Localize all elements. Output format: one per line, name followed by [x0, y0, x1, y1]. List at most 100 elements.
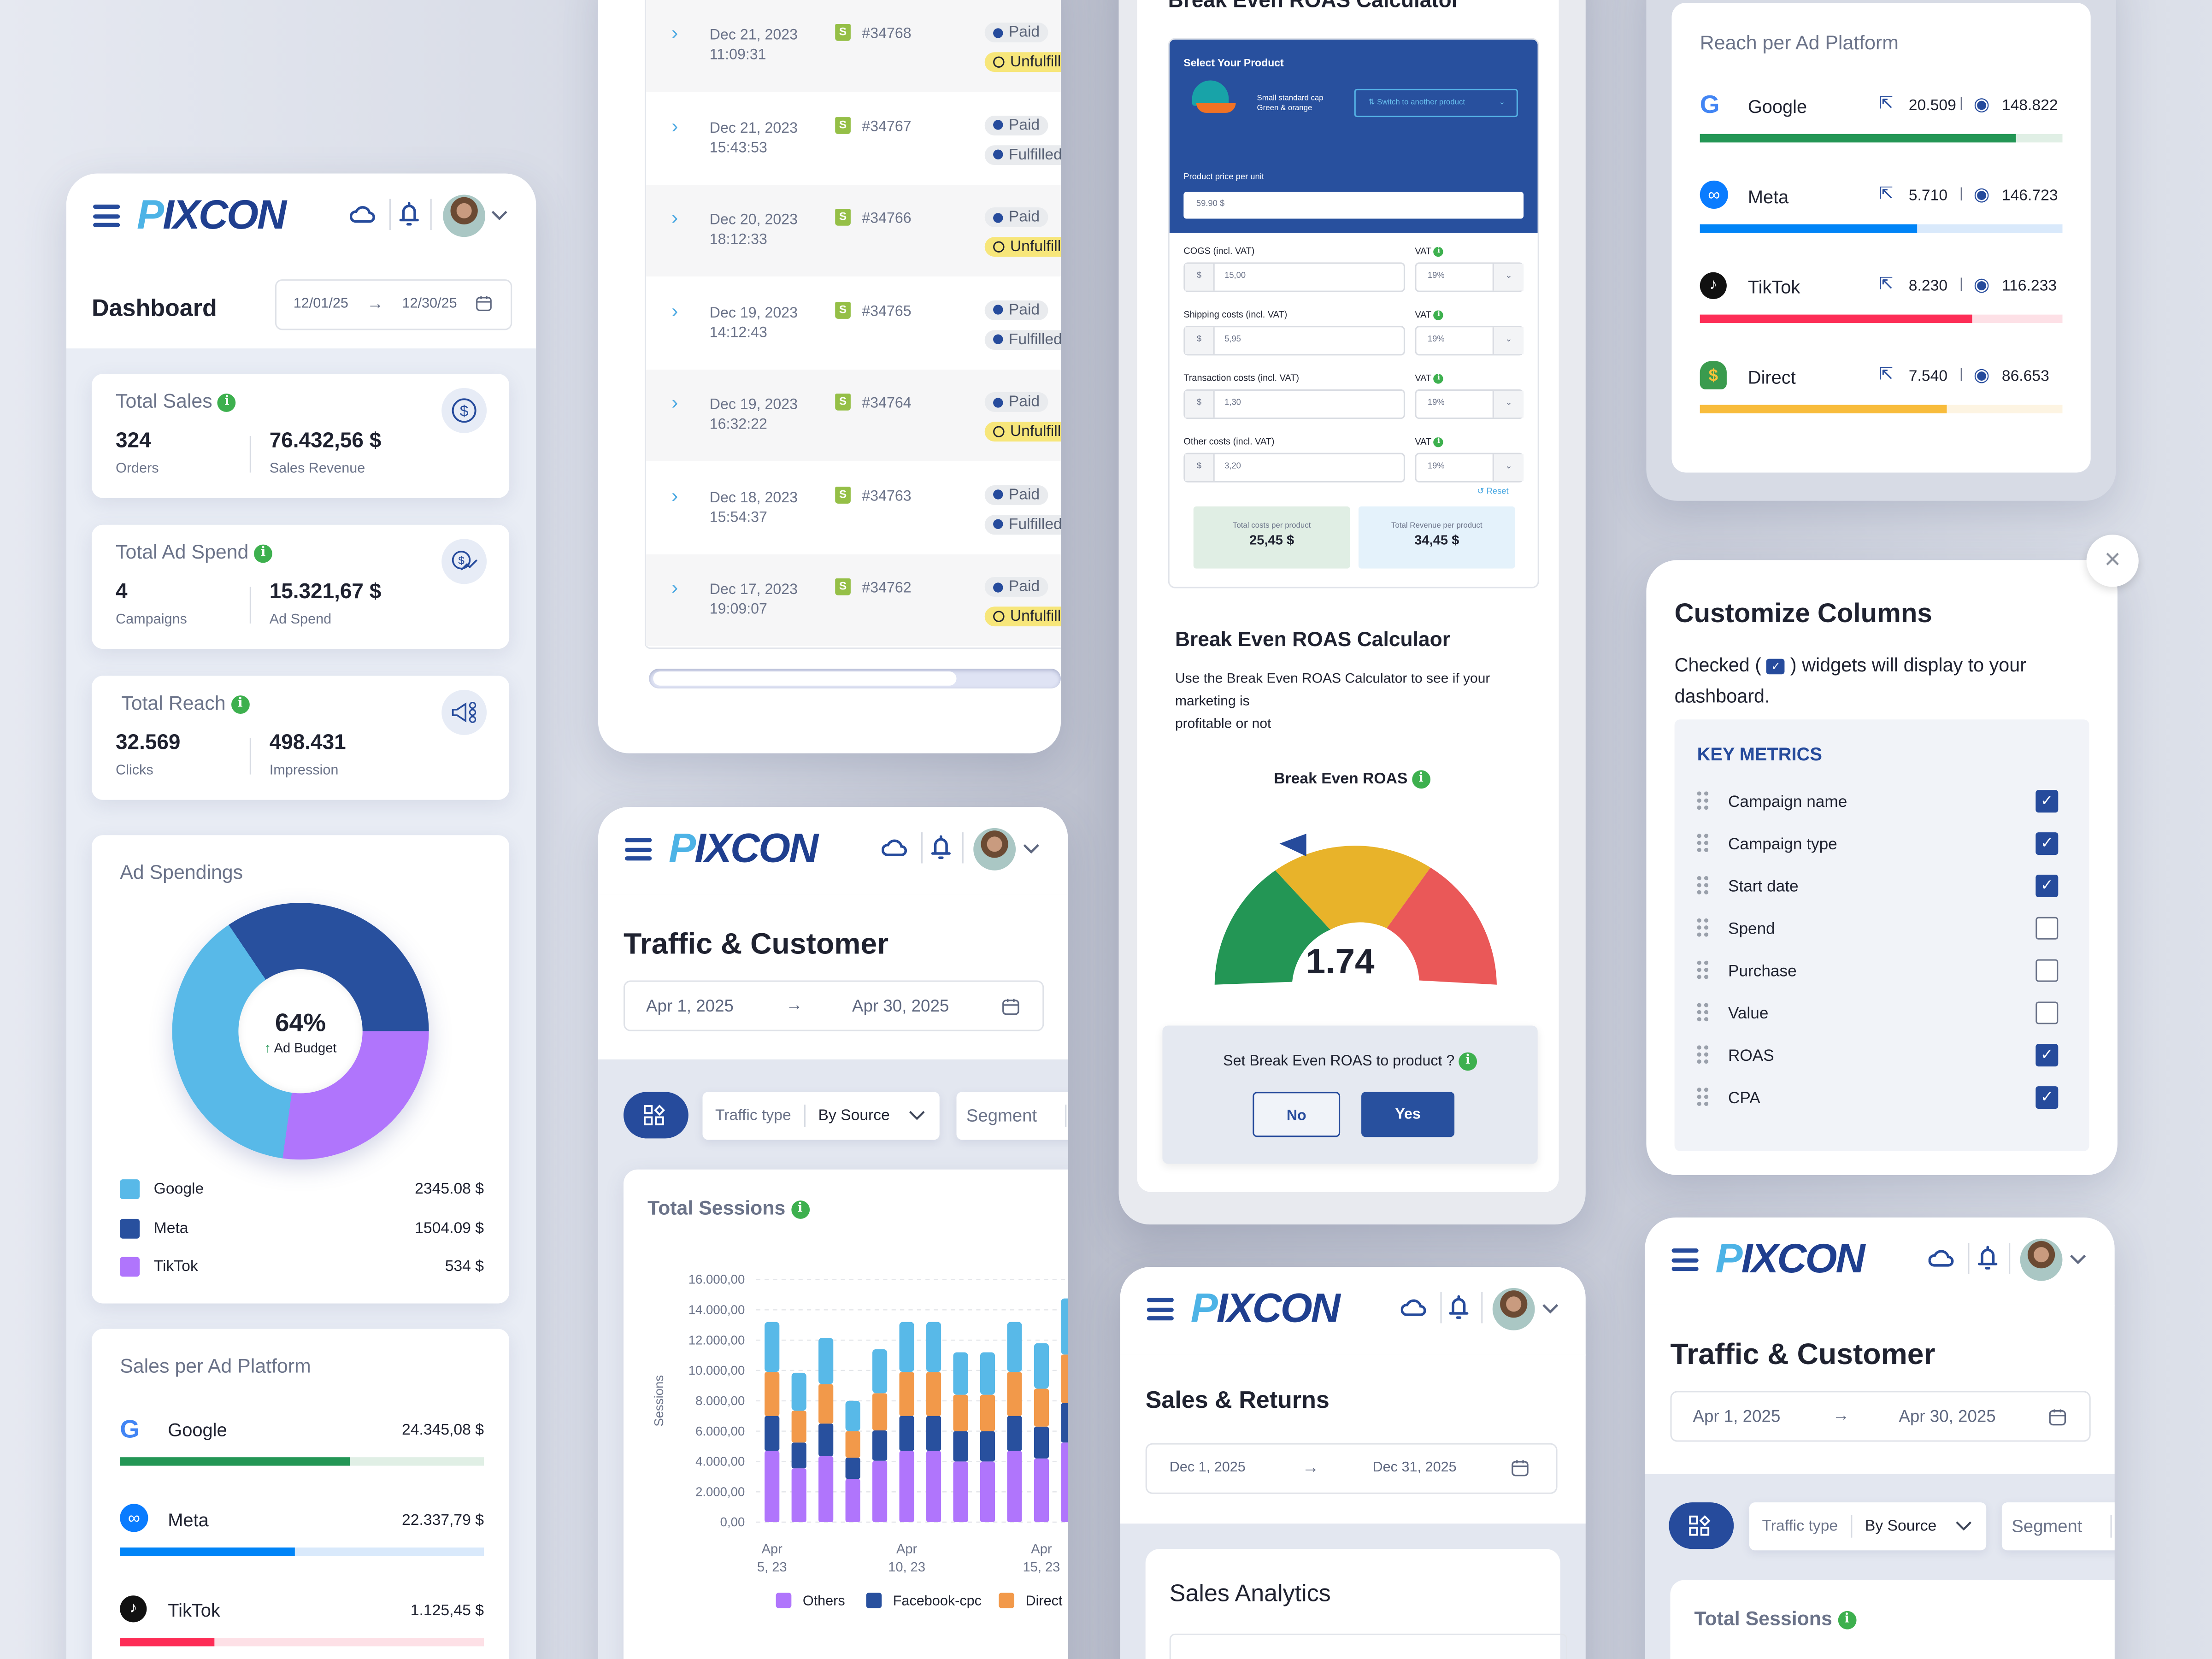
- hamburger-menu-icon[interactable]: [1147, 1298, 1174, 1321]
- calendar-icon[interactable]: [1001, 997, 1020, 1016]
- date-range-picker[interactable]: Dec 1, 2025 → Dec 31, 2025: [1145, 1443, 1558, 1494]
- avatar[interactable]: [2020, 1238, 2063, 1281]
- chevron-right-icon[interactable]: ›: [671, 21, 678, 44]
- info-icon[interactable]: i: [1434, 437, 1444, 447]
- avatar[interactable]: [1492, 1288, 1535, 1330]
- drag-handle-icon[interactable]: [1697, 834, 1709, 853]
- cloud-icon[interactable]: [882, 838, 907, 858]
- hamburger-menu-icon[interactable]: [93, 204, 120, 227]
- drag-handle-icon[interactable]: [1697, 876, 1709, 896]
- order-row[interactable]: › Dec 19, 2023 16:32:22 S #34764 Paid Unf…: [646, 370, 1061, 462]
- view-toggle-button[interactable]: [1669, 1502, 1734, 1549]
- calendar-icon[interactable]: [476, 295, 493, 312]
- drag-handle-icon[interactable]: [1697, 791, 1709, 811]
- no-button[interactable]: No: [1253, 1092, 1341, 1137]
- date-range-picker[interactable]: Apr 1, 2025 → Apr 30, 2025: [624, 980, 1044, 1031]
- info-icon[interactable]: i: [231, 695, 250, 714]
- info-icon[interactable]: i: [1434, 247, 1444, 257]
- chevron-down-icon[interactable]: [1023, 844, 1040, 855]
- chevron-down-icon: [909, 1111, 925, 1120]
- metric-checkbox[interactable]: ✓: [2036, 1086, 2059, 1109]
- order-row[interactable]: › Dec 21, 2023 11:09:31 S #34768 Paid Unf…: [646, 0, 1061, 92]
- order-row[interactable]: › Dec 20, 2023 18:12:33 S #34766 Paid Unf…: [646, 185, 1061, 276]
- info-icon[interactable]: i: [218, 393, 236, 412]
- info-icon[interactable]: i: [1412, 770, 1430, 789]
- cloud-icon[interactable]: [1400, 1298, 1426, 1318]
- hamburger-menu-icon[interactable]: [1671, 1248, 1699, 1271]
- yes-button[interactable]: Yes: [1361, 1092, 1455, 1137]
- horizontal-scrollbar[interactable]: [649, 669, 1061, 688]
- avatar[interactable]: [973, 828, 1016, 871]
- drag-handle-icon[interactable]: [1697, 1088, 1709, 1107]
- chevron-right-icon[interactable]: ›: [671, 483, 678, 506]
- info-icon[interactable]: i: [1837, 1611, 1856, 1630]
- metric-checkbox[interactable]: ✓: [2036, 832, 2059, 855]
- price-input[interactable]: 59.90 $: [1183, 192, 1524, 219]
- segment-filter[interactable]: Segment: [956, 1092, 1068, 1140]
- vat-select[interactable]: 19% ⌄: [1415, 453, 1524, 482]
- vat-select[interactable]: 19% ⌄: [1415, 389, 1524, 419]
- metric-checkbox[interactable]: ✓: [2036, 790, 2059, 813]
- metric-checkbox[interactable]: ✓: [2036, 1044, 2059, 1067]
- switch-product-dropdown[interactable]: ⇅ Switch to another product ⌄: [1354, 88, 1518, 118]
- sessions-stacked-bar-chart[interactable]: 0,00 2.000,00 4.000,00 6.000,00 8.000,00 10.0…: [624, 1226, 1068, 1621]
- bell-icon[interactable]: [931, 835, 951, 860]
- vat-select[interactable]: 19% ⌄: [1415, 326, 1524, 356]
- view-toggle-button[interactable]: [624, 1092, 688, 1139]
- ad-spendings-donut[interactable]: 64% ↑ Ad Budget: [172, 903, 429, 1160]
- platform-row-tiktok: ♪ TikTok 1.125,45 $: [120, 1594, 484, 1658]
- pixcon-logo[interactable]: PIXCON: [1190, 1286, 1341, 1332]
- segment-filter[interactable]: Segment: [2001, 1502, 2115, 1551]
- date-range-picker[interactable]: Apr 1, 2025 → Apr 30, 2025: [1670, 1391, 2091, 1442]
- date-range-picker[interactable]: 12/01/25 → 12/30/25: [275, 279, 512, 330]
- metric-checkbox[interactable]: [2036, 917, 2059, 940]
- cloud-icon[interactable]: [350, 205, 375, 224]
- cost-input[interactable]: $ 5,95: [1183, 326, 1405, 356]
- traffic-type-filter[interactable]: Traffic type By Source: [1749, 1502, 1987, 1551]
- cost-input[interactable]: $ 15,00: [1183, 262, 1405, 292]
- info-icon[interactable]: i: [1459, 1052, 1477, 1071]
- scrollbar-thumb[interactable]: [653, 671, 957, 686]
- drag-handle-icon[interactable]: [1697, 1003, 1709, 1023]
- cost-input[interactable]: $ 3,20: [1183, 453, 1405, 482]
- chevron-down-icon[interactable]: [491, 210, 508, 221]
- order-row[interactable]: › Dec 21, 2023 15:43:53 S #34767 Paid Ful…: [646, 92, 1061, 184]
- reset-button[interactable]: ↺ Reset: [1477, 488, 1509, 497]
- bell-icon[interactable]: [1978, 1246, 1998, 1271]
- order-row[interactable]: › Dec 17, 2023 19:09:07 S #34762 Paid Unf…: [646, 554, 1061, 647]
- cloud-icon[interactable]: [1928, 1248, 1954, 1268]
- order-row[interactable]: › Dec 19, 2023 14:12:43 S #34765 Paid Ful…: [646, 277, 1061, 369]
- metric-checkbox[interactable]: ✓: [2036, 874, 2059, 897]
- hamburger-menu-icon[interactable]: [625, 838, 652, 861]
- chevron-down-icon[interactable]: [2070, 1254, 2087, 1265]
- chevron-right-icon[interactable]: ›: [671, 113, 678, 136]
- vat-select[interactable]: 19% ⌄: [1415, 262, 1524, 292]
- metric-checkbox[interactable]: [2036, 959, 2059, 982]
- bell-icon[interactable]: [399, 202, 419, 227]
- info-icon[interactable]: i: [254, 544, 273, 563]
- calendar-icon[interactable]: [2048, 1408, 2067, 1426]
- chevron-down-icon[interactable]: [1542, 1304, 1559, 1315]
- calendar-icon[interactable]: [1511, 1459, 1530, 1477]
- chevron-right-icon[interactable]: ›: [671, 298, 678, 321]
- drag-handle-icon[interactable]: [1697, 1045, 1709, 1065]
- svg-text:0,00: 0,00: [720, 1515, 745, 1529]
- bell-icon[interactable]: [1449, 1295, 1469, 1320]
- cost-input[interactable]: $ 1,30: [1183, 389, 1405, 419]
- chevron-right-icon[interactable]: ›: [671, 206, 678, 229]
- avatar[interactable]: [443, 194, 486, 237]
- pixcon-logo[interactable]: PIXCON: [669, 826, 818, 872]
- chevron-right-icon[interactable]: ›: [671, 575, 678, 598]
- traffic-type-filter[interactable]: Traffic type By Source: [702, 1092, 940, 1140]
- info-icon[interactable]: i: [791, 1200, 810, 1219]
- pixcon-logo[interactable]: PIXCON: [1715, 1237, 1865, 1282]
- metric-checkbox[interactable]: [2036, 1001, 2059, 1024]
- pixcon-logo[interactable]: PIXCON: [136, 193, 287, 239]
- info-icon[interactable]: i: [1434, 310, 1444, 320]
- order-row[interactable]: › Dec 18, 2023 15:54:37 S #34763 Paid Ful…: [646, 462, 1061, 554]
- drag-handle-icon[interactable]: [1697, 960, 1709, 981]
- drag-handle-icon[interactable]: [1697, 918, 1709, 938]
- chevron-right-icon[interactable]: ›: [671, 390, 678, 413]
- info-icon[interactable]: i: [1434, 374, 1444, 384]
- close-button[interactable]: ×: [2086, 535, 2139, 587]
